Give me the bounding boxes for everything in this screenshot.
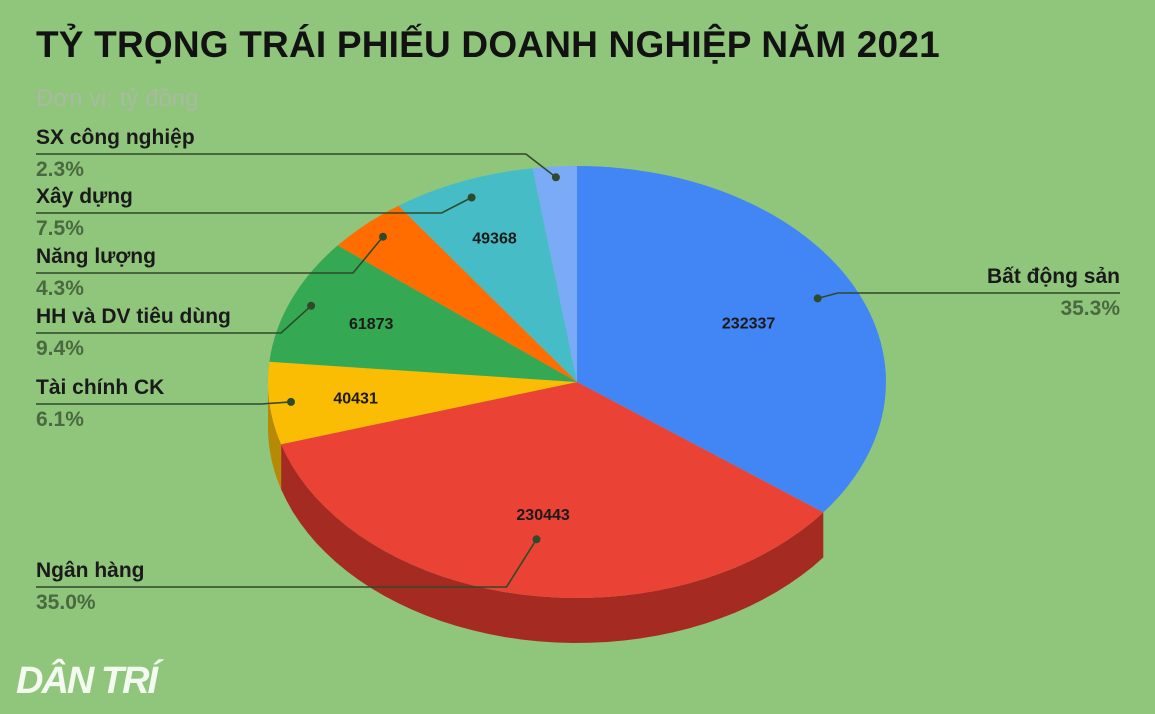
leader-dot-2 [287, 397, 295, 406]
slice-percent-6: 2.3% [36, 158, 84, 181]
slice-percent-3: 9.4% [36, 337, 84, 360]
leader-dot-5 [467, 193, 476, 202]
leader-dot-3 [307, 301, 316, 310]
slice-percent-4: 4.3% [36, 277, 84, 300]
slice-name-1: Ngân hàng [36, 559, 145, 582]
pie-side-2 [268, 382, 282, 490]
leader-line-0 [817, 292, 1120, 300]
leader-line-4 [36, 236, 384, 274]
pie-tops [268, 165, 886, 598]
leader-dot-6 [551, 173, 560, 182]
slice-name-3: HH và DV tiêu dùng [36, 305, 231, 328]
leader-line-6 [36, 153, 557, 178]
slice-percent-0: 35.3% [1060, 297, 1120, 320]
pie-slice-4 [337, 205, 577, 382]
value-label-0: 232337 [722, 315, 775, 332]
pie-sides [268, 382, 824, 643]
leader-line-1 [36, 538, 538, 588]
slice-percent-1: 35.0% [36, 591, 96, 614]
pie-slice-2 [268, 361, 577, 445]
leader-dot-1 [532, 535, 541, 544]
leader-line-2 [36, 401, 292, 405]
pie-side-1 [281, 444, 824, 643]
slice-percent-2: 6.1% [36, 408, 84, 431]
pie-values: 232337 230443 40431 61873 49368 [333, 231, 775, 524]
pie-slice-5 [398, 168, 577, 382]
pie-slice-1 [281, 382, 824, 598]
chart-subtitle: Đơn vị: tỷ đồng [36, 85, 199, 112]
leader-line-5 [36, 196, 472, 214]
pie-labels: Bất động sản 35.3% Ngân hàng 35.0% Tài chính… [36, 126, 1120, 614]
chart-title: TỶ TRỌNG TRÁI PHIẾU DOANH NGHIỆP NĂM 202… [36, 24, 940, 65]
slice-name-4: Năng lượng [36, 245, 156, 268]
value-label-2: 40431 [333, 390, 378, 407]
pie-slice-6 [532, 165, 577, 382]
value-label-1: 230443 [516, 507, 569, 524]
slice-name-5: Xây dựng [36, 185, 133, 208]
leader-dot-4 [379, 232, 387, 241]
slice-name-6: SX công nghiệp [36, 126, 195, 149]
pie-slice-3 [269, 245, 577, 382]
value-label-3: 61873 [349, 316, 394, 333]
slice-name-2: Tài chính CK [36, 376, 164, 399]
value-label-5: 49368 [472, 231, 517, 248]
leader-dot-0 [813, 294, 822, 303]
leader-line-3 [36, 305, 312, 334]
slice-name-0: Bất động sản [987, 265, 1120, 288]
pie-slice-0 [577, 166, 886, 513]
slice-percent-5: 7.5% [36, 217, 84, 240]
dantri-logo: DÂN TRÍ [16, 660, 158, 702]
